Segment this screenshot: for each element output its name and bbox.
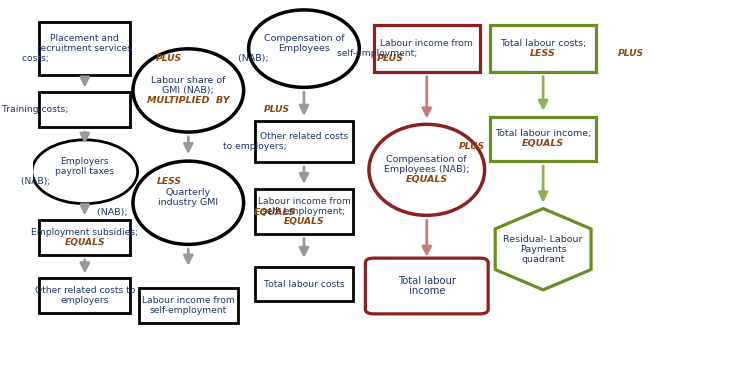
Text: income: income [408,286,445,296]
Text: EQUALS: EQUALS [254,208,296,217]
Text: (NAB);: (NAB); [21,177,53,186]
Text: costs;: costs; [22,54,52,63]
FancyBboxPatch shape [365,258,488,314]
Text: (NAB);: (NAB); [238,54,272,63]
Text: self- employment;: self- employment; [263,207,346,216]
FancyBboxPatch shape [39,278,130,313]
Text: Labour income from: Labour income from [257,197,350,206]
Text: industry GMI: industry GMI [159,198,218,207]
Text: Compensation of: Compensation of [263,34,344,43]
FancyBboxPatch shape [255,189,353,234]
Text: quadrant: quadrant [521,255,565,264]
Text: self-employment: self-employment [150,306,227,315]
Text: to employers;: to employers; [223,142,289,151]
FancyBboxPatch shape [490,117,596,161]
Ellipse shape [369,124,485,215]
Text: PLUS: PLUS [459,142,485,151]
Text: Quarterly: Quarterly [166,188,211,197]
Text: PLUS: PLUS [377,54,404,63]
Text: Labour share of: Labour share of [151,76,226,85]
Text: employers: employers [61,296,109,305]
FancyBboxPatch shape [255,267,353,301]
FancyBboxPatch shape [139,288,238,323]
Text: (NAB);: (NAB); [97,208,131,217]
Text: Training costs;: Training costs; [2,105,71,114]
Text: payroll taxes: payroll taxes [55,167,114,176]
Text: Residual- Labour: Residual- Labour [503,235,583,244]
FancyBboxPatch shape [374,25,479,72]
Text: Employment subsidies;: Employment subsidies; [31,228,138,237]
Text: EQUALS: EQUALS [64,238,105,247]
FancyBboxPatch shape [490,25,596,72]
Text: recruitment services: recruitment services [37,44,132,53]
Text: Compensation of: Compensation of [387,155,467,164]
Text: EQUALS: EQUALS [522,139,564,148]
FancyBboxPatch shape [255,121,353,162]
Ellipse shape [133,49,244,132]
Text: Total labour income;: Total labour income; [495,129,592,138]
FancyBboxPatch shape [39,23,130,75]
Text: LESS: LESS [156,177,181,186]
Ellipse shape [32,140,138,204]
Text: Other related costs: Other related costs [260,132,348,141]
Text: Employees (NAB);: Employees (NAB); [384,165,470,174]
Text: Labour income from: Labour income from [142,296,235,305]
Text: PLUS: PLUS [618,49,644,58]
Text: LESS: LESS [530,49,556,58]
Text: Other related costs to: Other related costs to [34,286,135,295]
Text: Placement and: Placement and [50,34,119,43]
Text: PLUS: PLUS [264,105,290,114]
Ellipse shape [133,161,244,245]
Ellipse shape [248,10,359,87]
Text: Payments: Payments [520,245,566,254]
Text: Total labour costs;: Total labour costs; [500,39,586,48]
Text: MULTIPLIED  BY: MULTIPLIED BY [147,96,230,105]
FancyBboxPatch shape [39,220,130,255]
Text: PLUS: PLUS [156,54,182,63]
Text: GMI (NAB);: GMI (NAB); [162,86,214,95]
Text: EQUALS: EQUALS [283,217,325,226]
Polygon shape [495,209,591,290]
Text: Labour income from: Labour income from [380,39,473,48]
FancyBboxPatch shape [39,92,130,127]
Text: Employees: Employees [278,44,330,53]
Text: EQUALS: EQUALS [405,176,448,184]
Text: Employers: Employers [61,157,109,166]
Text: Total labour: Total labour [398,276,456,286]
Text: self-employment;: self-employment; [337,49,420,58]
Text: Total labour costs: Total labour costs [263,280,344,289]
